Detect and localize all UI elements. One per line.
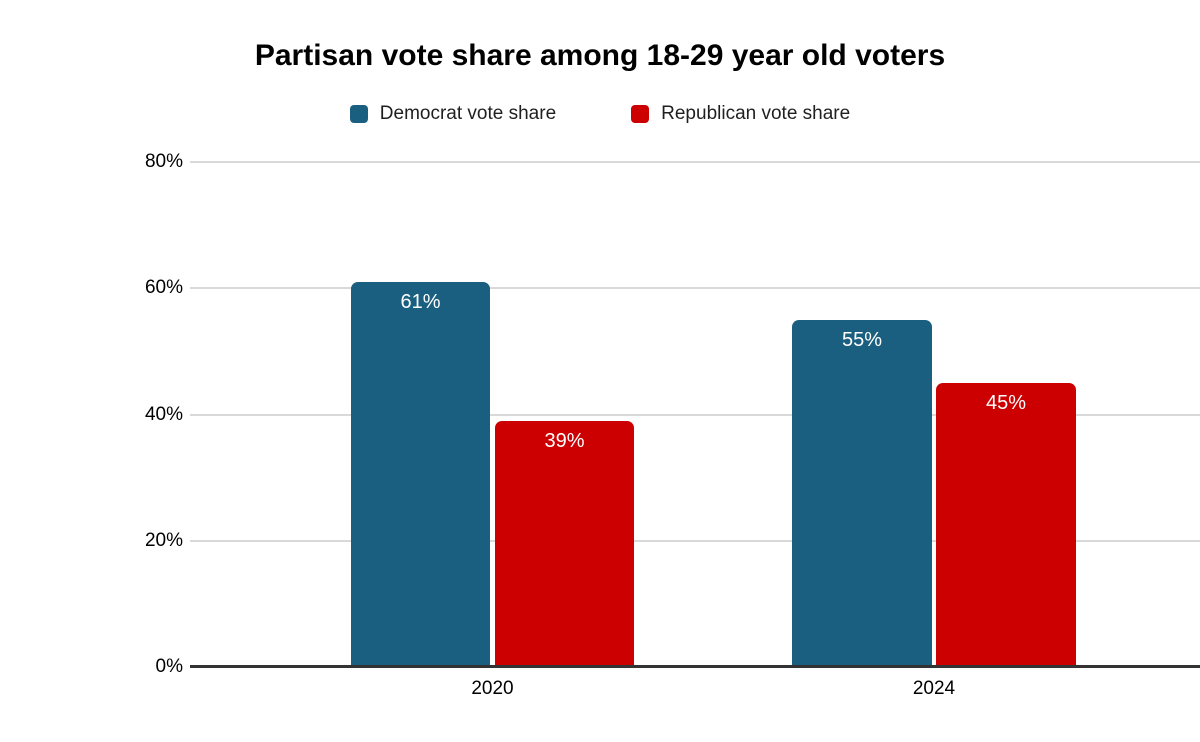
bar-democrat-2020: 61%: [351, 282, 490, 667]
legend-label-republican: Republican vote share: [661, 103, 851, 124]
legend-item-republican: Republican vote share: [631, 103, 850, 125]
gridline-40: [190, 414, 1200, 416]
y-tick-80: 80%: [144, 151, 183, 172]
gridline-20: [190, 540, 1200, 542]
bar-value-label: 45%: [985, 392, 1027, 414]
legend-label-democrat: Democrat vote share: [379, 103, 557, 124]
y-tick-0: 0%: [155, 656, 183, 677]
gridline-60: [190, 287, 1200, 289]
x-axis-baseline: [190, 665, 1200, 668]
bar-democrat-2024: 55%: [792, 320, 932, 667]
gridline-80: [190, 161, 1200, 163]
republican-swatch-icon: [631, 105, 650, 123]
legend: Democrat vote share Republican vote shar…: [0, 100, 1200, 128]
legend-item-democrat: Democrat vote share: [349, 103, 557, 125]
bar-republican-2020: 39%: [495, 421, 634, 667]
y-tick-60: 60%: [144, 277, 183, 298]
bar-value-label: 61%: [400, 291, 441, 313]
x-tick-2020: 2020: [471, 678, 514, 699]
y-tick-40: 40%: [144, 404, 183, 425]
bar-republican-2024: 45%: [936, 383, 1076, 667]
bar-value-label: 39%: [544, 430, 585, 452]
y-tick-20: 20%: [144, 530, 183, 551]
x-tick-2024: 2024: [912, 678, 956, 699]
chart-title: Partisan vote share among 18-29 year old…: [254, 39, 946, 72]
democrat-swatch-icon: [349, 105, 368, 123]
bar-value-label: 55%: [841, 329, 883, 351]
